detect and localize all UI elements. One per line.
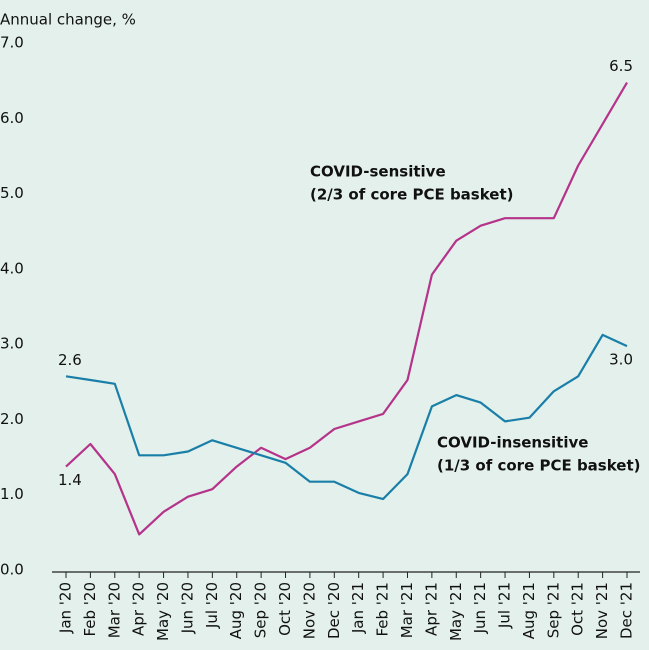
y-tick-label: 4.0 xyxy=(0,259,24,277)
y-tick-label: 0.0 xyxy=(0,561,24,579)
x-tick-label: Jul '21 xyxy=(496,582,514,629)
x-tick-label: Oct '20 xyxy=(276,582,294,636)
x-tick-label: Oct '21 xyxy=(569,582,587,636)
y-tick-label: 1.0 xyxy=(0,485,24,503)
x-tick-label: Jan '20 xyxy=(57,582,75,634)
series-label: COVID-sensitive xyxy=(310,163,446,181)
x-tick-label: Mar '21 xyxy=(398,582,416,638)
x-tick-label: Jun '20 xyxy=(178,582,196,634)
x-tick-label: Feb '21 xyxy=(374,582,392,637)
series-note: (2/3 of core PCE basket) xyxy=(310,186,514,204)
x-tick-label: Jan '21 xyxy=(349,582,367,634)
x-tick-label: Dec '21 xyxy=(618,582,636,639)
x-tick-label: Sep '20 xyxy=(252,582,270,638)
x-tick-label: Jun '21 xyxy=(471,582,489,634)
series-line xyxy=(65,333,628,501)
x-tick-label: May '21 xyxy=(447,582,465,641)
x-tick-label: Sep '21 xyxy=(544,582,562,638)
x-tick-label: Dec '20 xyxy=(325,582,343,639)
x-tick-label: Jul '20 xyxy=(203,582,221,629)
series-line xyxy=(65,82,628,536)
x-tick-label: Apr '21 xyxy=(422,582,440,636)
data-label: 3.0 xyxy=(609,351,633,369)
y-tick-label: 2.0 xyxy=(0,410,24,428)
x-tick-label: Feb '20 xyxy=(81,582,99,637)
x-tick-label: May '20 xyxy=(154,582,172,641)
data-label: 1.4 xyxy=(58,471,82,489)
series-label: COVID-insensitive xyxy=(437,434,588,452)
x-tick-label: Nov '20 xyxy=(300,582,318,639)
y-tick-label: 5.0 xyxy=(0,184,24,202)
y-axis-label: Annual change, % xyxy=(0,11,136,29)
x-tick-label: Apr '20 xyxy=(130,582,148,636)
x-tick-label: Aug '20 xyxy=(227,582,245,639)
x-tick-label: Nov '21 xyxy=(593,582,611,639)
y-tick-label: 3.0 xyxy=(0,335,24,353)
y-tick-label: 7.0 xyxy=(0,34,24,52)
x-tick-label: Mar '20 xyxy=(105,582,123,638)
x-tick-label: Aug '21 xyxy=(520,582,538,639)
data-label: 6.5 xyxy=(609,57,633,75)
y-tick-label: 6.0 xyxy=(0,109,24,127)
series-note: (1/3 of core PCE basket) xyxy=(437,457,641,475)
data-label: 2.6 xyxy=(58,351,82,369)
